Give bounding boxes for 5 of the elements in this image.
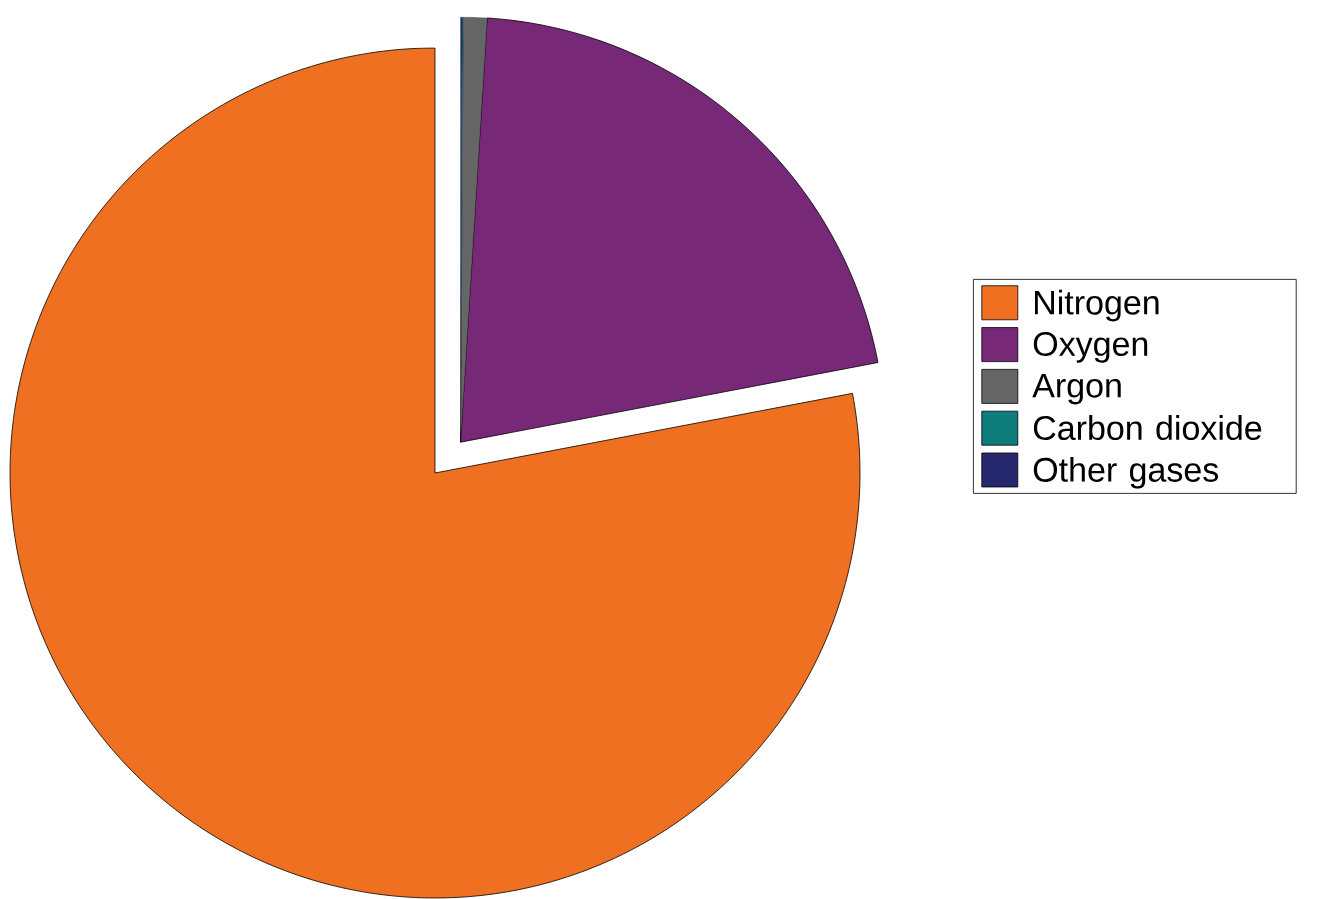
legend-label: Oxygen xyxy=(1033,331,1148,363)
legend-label: Argon xyxy=(1032,373,1121,405)
legend-label: Nitrogen xyxy=(1035,289,1159,322)
legend-label: Carbon dioxide xyxy=(1033,415,1262,441)
legend-label: Other gases xyxy=(1033,456,1219,489)
